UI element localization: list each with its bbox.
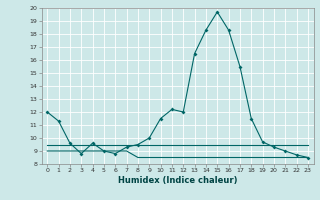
X-axis label: Humidex (Indice chaleur): Humidex (Indice chaleur) (118, 176, 237, 185)
